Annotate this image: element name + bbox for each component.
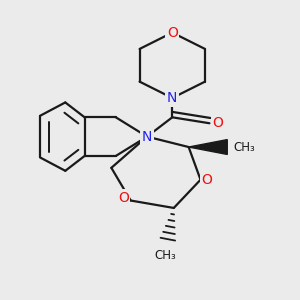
Text: N: N: [167, 91, 178, 105]
Text: O: O: [167, 26, 178, 40]
Text: O: O: [202, 173, 212, 187]
Text: O: O: [118, 190, 129, 205]
Text: CH₃: CH₃: [233, 140, 255, 154]
Text: O: O: [212, 116, 223, 130]
Polygon shape: [189, 140, 227, 154]
Text: CH₃: CH₃: [154, 249, 176, 262]
Text: N: N: [142, 130, 152, 144]
